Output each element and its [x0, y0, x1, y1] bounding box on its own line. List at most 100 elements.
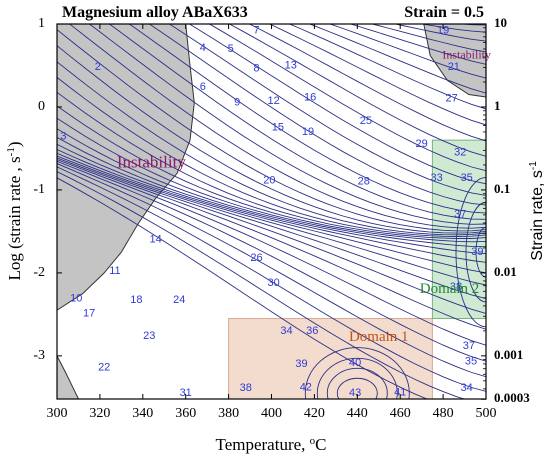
right-y-axis-ticks: 10 1 0.1 0.01 0.001 0.0003 — [481, 15, 530, 405]
right-tick-label: 0.01 — [494, 264, 517, 279]
x-tick-label: 320 — [89, 406, 110, 421]
instability-label: Instability — [117, 152, 186, 171]
right-tick-label: 10 — [494, 15, 507, 30]
right-tick-label: 1 — [494, 98, 501, 113]
contour-loop — [475, 226, 486, 278]
contour-line — [228, 24, 486, 157]
contour-line — [57, 171, 466, 399]
right-tick-label: 0.0003 — [494, 390, 530, 405]
contour-line — [57, 152, 486, 300]
contour-line — [248, 24, 486, 142]
contour-line — [57, 166, 486, 392]
regions-layer — [57, 24, 486, 399]
contour-line — [148, 24, 486, 206]
y-tick-label: -1 — [33, 182, 45, 197]
x-tick-label: 480 — [433, 406, 454, 421]
contour-label: 27 — [446, 93, 458, 105]
contour-label: 8 — [253, 63, 259, 75]
contour-labels-layer: 234 5678910111213141516171819192021222324… — [60, 25, 483, 400]
contour-loop — [304, 347, 410, 399]
contour-label: 34 — [461, 382, 473, 394]
y-tick-label: -2 — [33, 265, 45, 280]
contour-line — [57, 91, 486, 239]
instability-region-1 — [57, 24, 195, 311]
contour-label: 37 — [463, 340, 475, 352]
x-axis-label-text: Temperature, — [216, 435, 310, 454]
contour-label: 22 — [98, 361, 110, 373]
x-tick-label: 420 — [304, 406, 325, 421]
x-tick-label: 340 — [132, 406, 153, 421]
x-tick-label: 360 — [175, 406, 196, 421]
contour-label: 35 — [465, 356, 477, 368]
contour-loop — [465, 201, 486, 303]
contour-line — [57, 137, 486, 263]
x-tick-label: 380 — [218, 406, 239, 421]
contour-line — [57, 160, 486, 362]
chart-title: Magnesium alloy ABaX633 — [62, 4, 248, 21]
contour-line — [57, 159, 486, 346]
contour-label: 9 — [234, 97, 240, 109]
contour-label: 20 — [263, 175, 275, 187]
contour-line — [57, 61, 486, 236]
y-tick-label: 1 — [38, 16, 45, 31]
contour-line — [57, 143, 486, 274]
domain-2-label: Domain 2 — [420, 281, 480, 297]
strain-label: Strain = 0.5 — [404, 4, 484, 21]
contour-line — [68, 24, 486, 229]
contour-label: 24 — [173, 294, 185, 306]
contour-line — [370, 24, 486, 53]
contour-label: 19 — [302, 126, 314, 138]
contour-label: 33 — [431, 172, 443, 184]
left-y-axis-label-sup: -1 — [5, 147, 17, 156]
contour-label: 31 — [180, 387, 192, 399]
contour-line — [57, 157, 486, 330]
right-y-axis-label: Strain rate, s-1 — [528, 161, 546, 261]
contour-label: 18 — [130, 294, 142, 306]
contour-label: 38 — [450, 281, 462, 293]
contour-label: 26 — [250, 252, 262, 264]
contour-label: 2 — [95, 61, 101, 73]
contour-line — [57, 149, 486, 286]
contour-label: 39 — [471, 246, 483, 258]
contour-label: 30 — [268, 277, 280, 289]
contour-label: 41 — [394, 386, 406, 398]
left-y-axis-label: Log (strain rate , s-1) — [5, 142, 24, 281]
contour-label: 15 — [272, 122, 284, 134]
contour-label: 38 — [240, 382, 252, 394]
domain-1-label: Domain 1 — [349, 329, 409, 345]
contour-label: 42 — [300, 381, 312, 393]
contour-label: 5 — [228, 43, 234, 55]
contour-line — [57, 128, 486, 255]
left-y-axis-ticks: 1 0 -1 -2 -3 — [33, 16, 62, 363]
contour-line — [57, 177, 429, 399]
contour-label: 13 — [285, 59, 297, 71]
y-tick-label: -3 — [33, 348, 45, 363]
contour-line — [328, 24, 486, 79]
contour-label: 25 — [360, 115, 372, 127]
contour-line — [349, 24, 486, 65]
left-y-axis-label-end: ) — [5, 142, 24, 148]
contour-label: 21 — [448, 61, 460, 73]
domain-2-region — [431, 139, 486, 320]
contour-line — [168, 24, 486, 196]
contour-line — [57, 45, 486, 234]
contour-line — [308, 24, 486, 94]
contour-label: 32 — [454, 147, 466, 159]
contour-label: 4 — [200, 42, 206, 54]
contour-line — [88, 24, 486, 225]
contour-label: 23 — [143, 330, 155, 342]
contour-line — [128, 24, 486, 214]
x-axis-ticks: 300 320 340 360 380 400 420 440 460 480 500 — [47, 24, 497, 421]
x-axis-label-sup: o — [310, 435, 316, 447]
contour-line — [108, 24, 486, 220]
contour-line — [57, 29, 486, 232]
contour-label: 29 — [416, 138, 428, 150]
contour-label: 35 — [461, 172, 473, 184]
contour-label: 12 — [268, 95, 280, 107]
contour-line — [208, 24, 486, 172]
x-tick-label: 400 — [261, 406, 282, 421]
contour-line — [57, 163, 486, 378]
region-labels-layer: Instability Instability Domain 1 Domain 2 — [117, 47, 491, 345]
contour-label: 40 — [349, 357, 361, 369]
